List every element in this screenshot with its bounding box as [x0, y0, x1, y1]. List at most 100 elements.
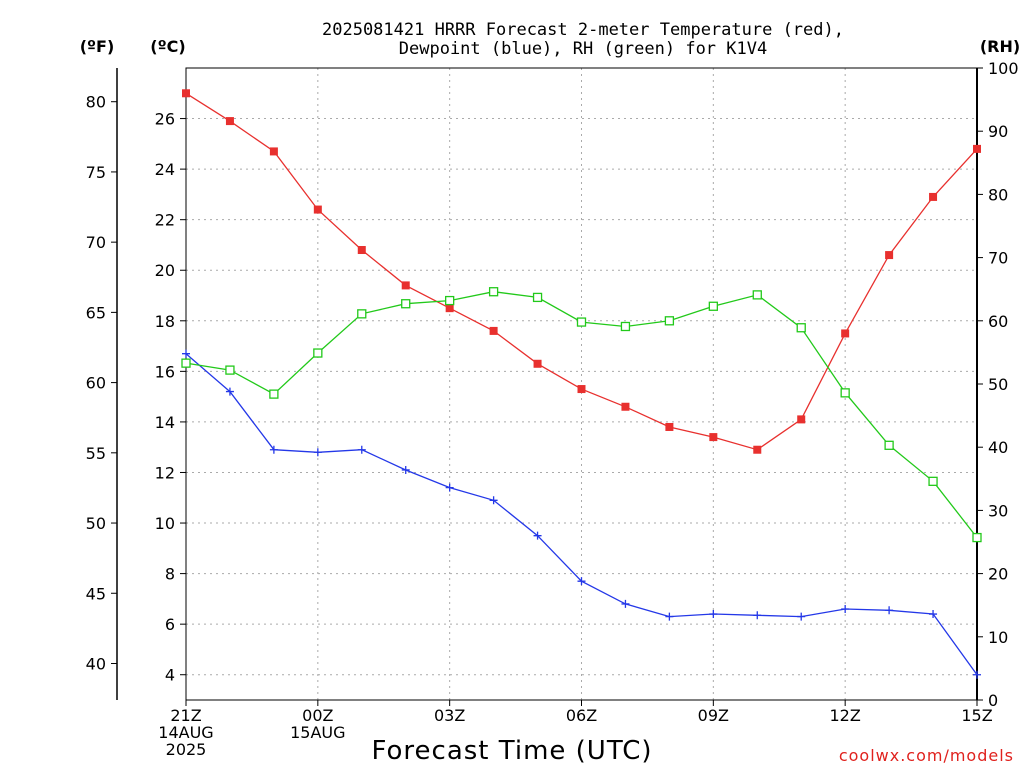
temperature-point	[973, 144, 981, 153]
celsius-tick-label: 24	[155, 160, 175, 179]
temperature-point	[709, 433, 718, 442]
temperature-point	[665, 422, 674, 431]
dewpoint-point	[797, 612, 806, 621]
celsius-tick-label: 12	[155, 463, 175, 482]
rh-point	[445, 295, 455, 306]
rh-point	[225, 365, 235, 375]
x-tick-label: 2025	[166, 740, 207, 759]
x-tick-label: 03Z	[434, 706, 465, 725]
temperature-point	[621, 402, 630, 411]
rh-point	[752, 290, 762, 300]
celsius-tick-label: 20	[155, 261, 175, 280]
rh-tick-label: 20	[988, 565, 1008, 584]
temperature-point	[577, 385, 586, 394]
temperature-point	[753, 445, 762, 454]
celsius-tick-label: 14	[155, 413, 175, 432]
dewpoint-point	[182, 349, 190, 358]
x-tick-label: 00Z	[302, 706, 333, 725]
fahrenheit-tick-label: 80	[86, 93, 106, 112]
dewpoint-point	[401, 465, 410, 474]
x-tick-label: 12Z	[830, 706, 861, 725]
temperature-point	[885, 251, 894, 260]
rh-point	[181, 358, 191, 368]
celsius-tick-label: 10	[155, 514, 175, 533]
rh-tick-label: 40	[988, 438, 1008, 457]
rh-point	[884, 440, 894, 450]
x-tick-label: 15Z	[961, 706, 992, 725]
temperature-point	[313, 205, 322, 214]
dewpoint-point	[885, 606, 894, 615]
fahrenheit-tick-label: 55	[86, 444, 106, 463]
rh-tick-label: 100	[988, 59, 1019, 78]
fahrenheit-tick-label: 45	[86, 584, 106, 603]
dewpoint-point	[973, 670, 981, 679]
dewpoint-point	[533, 531, 542, 540]
rh-point	[488, 287, 499, 297]
fahrenheit-tick-label: 65	[86, 303, 106, 322]
temperature-point	[445, 304, 454, 313]
temperature-point	[841, 329, 850, 338]
fahrenheit-tick-label: 50	[86, 514, 106, 533]
rh-point	[576, 317, 587, 327]
celsius-unit-label: (ºC)	[150, 37, 185, 56]
x-tick-label: 06Z	[566, 706, 597, 725]
celsius-tick-label: 26	[155, 110, 175, 129]
rh-point	[357, 309, 367, 319]
x-tick-label: 14AUG	[158, 723, 213, 742]
dewpoint-point	[577, 577, 586, 586]
fahrenheit-unit-label: (ºF)	[80, 37, 115, 56]
dewpoint-point	[841, 604, 850, 613]
dewpoint-point	[313, 448, 322, 457]
dewpoint-point	[489, 496, 498, 505]
fahrenheit-tick-label: 60	[86, 374, 106, 393]
rh-tick-label: 10	[988, 628, 1008, 647]
celsius-tick-label: 16	[155, 362, 175, 381]
dewpoint-point	[225, 387, 234, 396]
dewpoint-point	[753, 611, 762, 620]
rh-point	[401, 299, 411, 309]
rh-tick-label: 30	[988, 501, 1008, 520]
celsius-tick-label: 22	[155, 211, 175, 230]
dewpoint-point	[357, 445, 366, 454]
celsius-tick-label: 4	[165, 666, 175, 685]
credit-text: coolwx.com/models	[839, 746, 1014, 765]
fahrenheit-tick-label: 40	[86, 654, 106, 673]
grid-lines	[186, 68, 977, 700]
rh-point	[840, 388, 850, 398]
temperature-point	[797, 415, 806, 424]
dewpoint-point	[665, 612, 674, 621]
celsius-tick-label: 8	[165, 565, 175, 584]
temperature-point	[225, 117, 234, 126]
rh-tick-label: 60	[988, 312, 1008, 331]
x-axis-label: Forecast Time (UTC)	[371, 736, 652, 766]
dewpoint-point	[929, 610, 938, 619]
celsius-tick-label: 18	[155, 312, 175, 331]
rh-tick-label: 50	[988, 375, 1008, 394]
x-tick-label: 09Z	[698, 706, 729, 725]
rh-point	[708, 301, 718, 311]
dewpoint-point	[445, 483, 454, 492]
plot-frame	[185, 67, 978, 701]
fahrenheit-tick-label: 75	[86, 163, 106, 182]
rh-point	[269, 389, 279, 399]
rh-tick-label: 0	[988, 691, 998, 710]
temperature-point	[533, 359, 542, 368]
rh-point	[664, 316, 675, 326]
celsius-tick-label: 6	[165, 615, 175, 634]
x-tick-label: 15AUG	[290, 723, 345, 742]
rh-point	[928, 476, 938, 486]
chart-title-line-2: Dewpoint (blue), RH (green) for K1V4	[399, 39, 767, 59]
temperature-point	[929, 192, 938, 201]
x-tick-label: 21Z	[170, 706, 201, 725]
dewpoint-point	[709, 610, 718, 619]
temperature-point	[489, 326, 498, 335]
temperature-point	[357, 246, 366, 255]
temperature-point	[182, 89, 190, 98]
rh-point	[313, 348, 323, 358]
chart-title-line-1: 2025081421 HRRR Forecast 2-meter Tempera…	[322, 20, 844, 40]
rh-tick-label: 80	[988, 185, 1008, 204]
rh-unit-label: (RH)	[980, 37, 1020, 56]
temperature-point	[269, 147, 278, 156]
fahrenheit-tick-label: 70	[86, 233, 106, 252]
